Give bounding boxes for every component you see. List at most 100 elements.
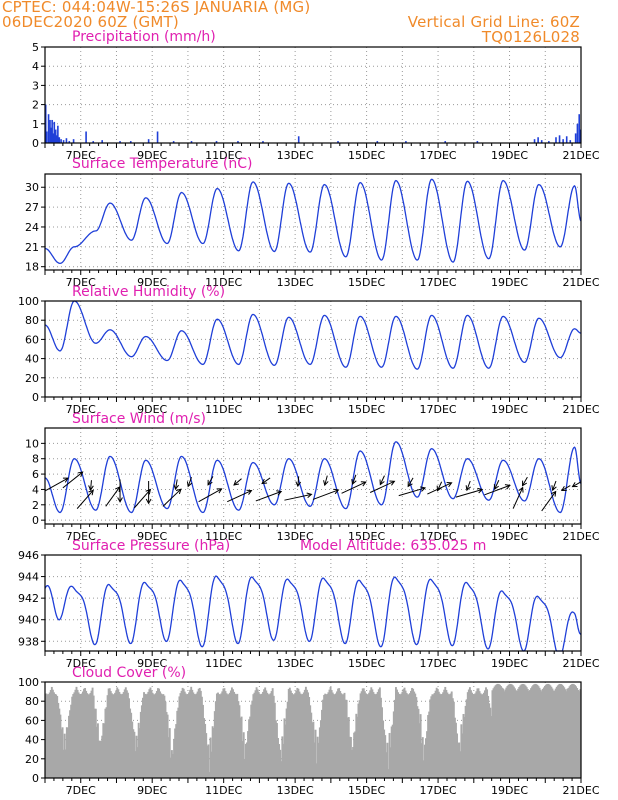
cloud-cover-bar [332, 694, 335, 778]
x-tick-label: 11DEC [205, 657, 242, 670]
precip-bar [129, 141, 132, 143]
cloud-cover-bar [334, 693, 337, 778]
cloud-cover-bar [474, 693, 477, 778]
cloud-cover-bar [408, 693, 411, 778]
wind-vector [561, 485, 571, 491]
cloud-cover-bar [515, 690, 517, 778]
cloud-cover-bar [232, 689, 234, 778]
cloud-cover-bar [345, 699, 348, 778]
x-tick-label: 21DEC [562, 530, 599, 543]
cloud-cover-bar [91, 687, 94, 778]
precip-bar [565, 136, 568, 143]
wind-vector [284, 493, 312, 501]
y-tick-label: 10 [25, 437, 39, 450]
cloud-cover-bar [371, 689, 374, 778]
model-altitude-label: Model Altitude: 635.025 m [300, 538, 486, 554]
wind-vector-head [323, 480, 329, 487]
cloud-cover-bar [535, 684, 538, 778]
cloud-cover-bar [440, 694, 442, 778]
precip-bar [190, 141, 193, 143]
wind-vector-head [551, 485, 557, 492]
cloud-cover-bar [378, 687, 381, 778]
cloud-cover-bar [338, 688, 341, 778]
wind-vector [552, 480, 557, 491]
cloud-cover-bar [226, 694, 229, 778]
precip-bar [569, 140, 572, 143]
precip-bar [72, 139, 75, 143]
cloud-cover-bar [295, 690, 298, 778]
cloud-cover-bar [59, 714, 62, 778]
y-tick-label: 60 [25, 714, 39, 727]
x-tick-label: 7DEC [66, 276, 96, 289]
wind-vector-head [360, 481, 367, 487]
cloud-cover-bar [423, 744, 426, 778]
cloud-cover-bar [544, 685, 546, 778]
cloud-cover-bar [363, 691, 366, 778]
cloud-cover-bar [518, 686, 521, 778]
y-tick-label: 0 [32, 514, 39, 527]
wind-vector-head [493, 484, 499, 491]
x-tick-label: 21DEC [562, 149, 599, 162]
cloud-cover-bar [278, 744, 281, 778]
cloud-cover-bar [547, 683, 550, 778]
cloud-cover-bar [244, 743, 247, 778]
cloud-cover-bar [437, 691, 440, 778]
precip-bar [337, 141, 339, 143]
cloud-cover-bar [303, 689, 306, 778]
cloud-cover-bar [142, 697, 144, 778]
cloud-cover-bar [274, 720, 277, 778]
cloud-cover-bar [467, 689, 470, 778]
y-tick-label: 4 [32, 483, 39, 496]
cloud-cover-bar [384, 735, 387, 778]
cloud-cover-bar [336, 691, 338, 778]
panel-title: Cloud Cover (%) [72, 665, 186, 681]
cloud-cover-bar [65, 727, 68, 778]
cloud-cover-bar [413, 691, 416, 778]
cloud-cover-bar [117, 689, 120, 778]
cloud-cover-bar [100, 740, 103, 778]
cloud-cover-bar [116, 687, 119, 778]
cloud-cover-bar [368, 692, 371, 778]
cloud-cover-bar [323, 694, 326, 778]
cloud-cover-bar [268, 694, 271, 778]
cloud-cover-bar [284, 724, 287, 778]
cloud-cover-bar [442, 692, 445, 778]
cloud-cover-bar [306, 689, 308, 778]
y-tick-label: 40 [25, 353, 39, 366]
cloud-cover-bar [175, 724, 178, 778]
y-tick-label: 6 [32, 468, 39, 481]
precip-bar [562, 139, 564, 143]
cloud-cover-bar [312, 721, 315, 778]
cloud-cover-bar [453, 717, 456, 778]
wind-vector [352, 474, 357, 485]
cloud-cover-bar [185, 694, 188, 778]
cloud-cover-bar [360, 691, 363, 778]
cloud-cover-bar [204, 723, 207, 778]
cloud-cover-bar [299, 693, 302, 778]
cloud-cover-bar [311, 722, 314, 778]
wind-vector [76, 489, 94, 509]
wind-vector-head [465, 485, 471, 492]
cloud-cover-bar [572, 684, 575, 778]
cloud-cover-bar [460, 724, 463, 778]
cloud-cover-bar [45, 693, 48, 778]
cloud-cover-bar [374, 694, 377, 778]
cloud-cover-bar [172, 753, 174, 778]
cloud-cover-bar [285, 708, 288, 778]
cloud-cover-bar [49, 690, 52, 778]
cloud-cover-bar [545, 684, 547, 778]
cloud-cover-bar [431, 694, 434, 778]
cloud-cover-bar [297, 688, 300, 778]
cloud-cover-bar [571, 683, 574, 778]
cloud-cover-bar [149, 687, 152, 778]
cloud-cover-bar [138, 728, 141, 778]
cloud-cover-bar [509, 683, 512, 778]
cloud-cover-bar [133, 731, 136, 778]
cloud-cover-bar [145, 694, 148, 778]
cloud-cover-bar [281, 736, 284, 778]
wind-vector-head [77, 471, 84, 477]
wind-vector [162, 488, 182, 507]
cloud-cover-bar [165, 712, 168, 778]
x-tick-label: 11DEC [205, 276, 242, 289]
cloud-cover-bar [114, 692, 117, 778]
